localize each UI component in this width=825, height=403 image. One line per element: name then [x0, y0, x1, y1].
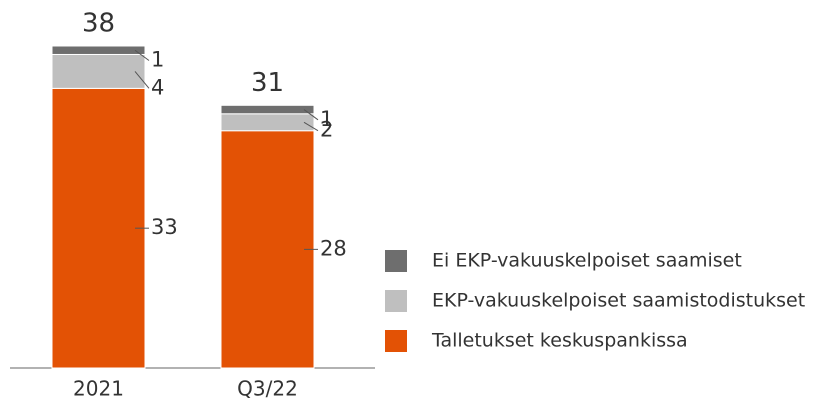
leader-line	[303, 121, 319, 132]
value-label: 33	[151, 215, 178, 239]
value-label: 4	[151, 75, 164, 99]
bar-segment	[220, 130, 315, 369]
bar-segment	[220, 104, 315, 115]
leader-line	[134, 49, 150, 61]
x-tick-label: Q3/22	[237, 377, 298, 401]
value-label: 2	[320, 118, 333, 142]
legend-label: Ei EKP-vakuuskelpoiset saamiset	[432, 250, 742, 272]
bar-segment	[51, 45, 146, 55]
legend-swatch	[385, 330, 407, 352]
bar-segment	[220, 113, 315, 132]
legend-swatch	[385, 250, 407, 272]
total-label: 31	[251, 68, 284, 98]
legend-label: EKP-vakuuskelpoiset saamistodistukset	[432, 290, 805, 312]
value-label: 1	[151, 47, 164, 71]
total-label: 38	[82, 9, 115, 39]
value-label: 1	[320, 107, 333, 131]
value-label: 28	[320, 236, 347, 260]
legend-label: Talletukset keskuspankissa	[431, 330, 688, 352]
bar-segment	[51, 87, 146, 369]
x-tick-label: 2021	[73, 377, 124, 401]
leader-line	[303, 109, 319, 121]
leader-line	[134, 71, 150, 89]
bar-segment	[51, 53, 146, 89]
legend-swatch	[385, 290, 407, 312]
